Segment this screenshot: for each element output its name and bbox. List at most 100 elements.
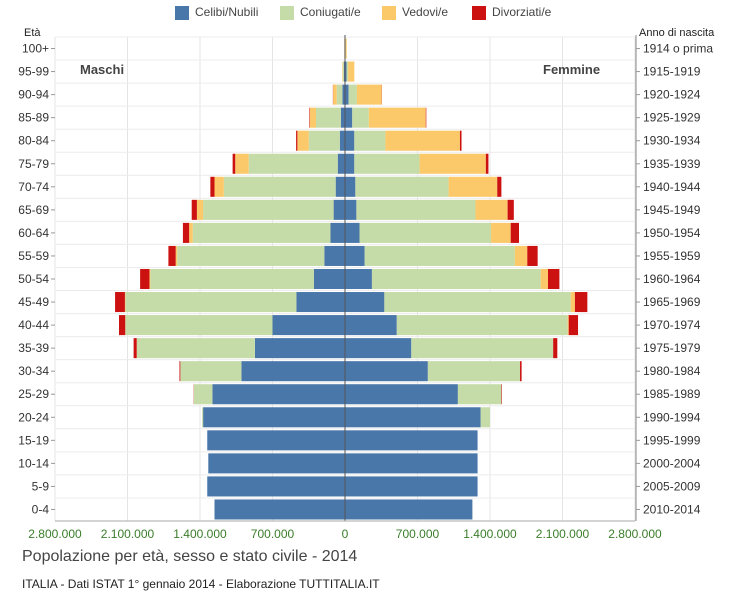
bar-male-divorziati xyxy=(179,361,181,382)
age-tick-label: 5-9 xyxy=(32,479,50,493)
bar-female-celibi xyxy=(345,268,372,290)
age-tick-label: 95-99 xyxy=(18,65,49,79)
birth-year-tick-label: 1980-1984 xyxy=(643,364,701,378)
bar-male-vedovi xyxy=(214,176,224,197)
bar-female-celibi xyxy=(345,199,357,220)
bar-male-coniugati xyxy=(192,222,331,243)
bar-male-vedovi xyxy=(149,268,151,290)
bar-female-vedovi xyxy=(345,38,347,59)
bar-male-celibi xyxy=(208,453,345,474)
bar-male-divorziati xyxy=(296,130,298,151)
legend-swatch-divorziati xyxy=(472,6,486,20)
bar-female-coniugati xyxy=(457,384,502,405)
birth-year-tick-label: 2010-2014 xyxy=(643,502,701,516)
age-tick-label: 45-49 xyxy=(18,295,49,309)
age-tick-label: 90-94 xyxy=(18,88,49,102)
bar-female-vedovi xyxy=(540,268,548,290)
age-tick-label: 75-79 xyxy=(18,157,49,171)
bar-female-celibi xyxy=(345,430,478,451)
bar-female-celibi xyxy=(345,476,478,497)
bar-male-celibi xyxy=(343,61,345,82)
bar-male-coniugati xyxy=(180,361,242,382)
bar-female-vedovi xyxy=(419,153,486,174)
birth-year-tick-label: 1920-1924 xyxy=(643,88,701,102)
legend-label-coniugati: Coniugati/e xyxy=(300,5,361,19)
bar-female-celibi xyxy=(345,107,353,128)
bar-female-divorziati xyxy=(574,292,588,313)
x-tick-label: 700.000 xyxy=(396,527,440,541)
age-axis-header: Età xyxy=(24,27,41,39)
bar-male-celibi xyxy=(333,199,345,220)
x-tick-label: 0 xyxy=(342,527,349,541)
male-side-label: Maschi xyxy=(80,62,125,77)
birth-year-tick-label: 1970-1974 xyxy=(643,318,701,332)
bar-male-celibi xyxy=(340,107,345,128)
bar-female-divorziati xyxy=(485,153,489,174)
age-tick-label: 25-29 xyxy=(18,387,49,401)
bar-male-celibi xyxy=(337,153,345,174)
bar-male-celibi xyxy=(313,268,345,290)
age-tick-label: 85-89 xyxy=(18,111,49,125)
bar-male-celibi xyxy=(207,476,345,497)
bar-male-vedovi xyxy=(342,61,343,82)
age-tick-label: 10-14 xyxy=(18,456,49,470)
birth-year-tick-label: 1925-1929 xyxy=(643,111,701,125)
birth-year-tick-label: 1945-1949 xyxy=(643,203,701,217)
bar-male-celibi xyxy=(212,384,345,405)
bar-female-vedovi xyxy=(475,199,508,220)
birth-year-tick-label: 1940-1944 xyxy=(643,180,701,194)
age-tick-label: 70-74 xyxy=(18,180,49,194)
bar-female-celibi xyxy=(345,361,428,382)
bar-male-divorziati xyxy=(191,199,197,220)
birth-year-tick-label: 2005-2009 xyxy=(643,479,701,493)
bar-female-vedovi xyxy=(570,292,575,313)
birth-year-tick-label: 1965-1969 xyxy=(643,295,701,309)
birth-year-tick-label: 1915-1919 xyxy=(643,65,701,79)
bar-male-vedovi xyxy=(333,84,337,105)
bar-male-coniugati xyxy=(342,61,344,82)
bar-female-divorziati xyxy=(568,315,579,336)
bar-female-divorziati xyxy=(425,107,427,128)
chart-title: Popolazione per età, sesso e stato civil… xyxy=(22,548,358,565)
bar-female-coniugati xyxy=(348,84,357,105)
legend: Celibi/Nubili Coniugati/e Vedovi/e Divor… xyxy=(0,4,734,22)
x-tick-label: 2.800.000 xyxy=(608,527,662,541)
bar-male-divorziati xyxy=(168,245,176,266)
birth-year-tick-label: 1935-1939 xyxy=(643,157,701,171)
legend-label-divorziati: Divorziati/e xyxy=(492,5,552,19)
x-tick-label: 1.400.000 xyxy=(173,527,227,541)
birth-year-axis-header: Anno di nascita xyxy=(639,27,715,39)
age-tick-label: 60-64 xyxy=(18,226,49,240)
bar-female-celibi xyxy=(345,384,458,405)
bar-male-celibi xyxy=(342,84,345,105)
legend-label-vedovi: Vedovi/e xyxy=(402,5,449,19)
bar-male-divorziati xyxy=(182,222,190,243)
bar-female-celibi xyxy=(345,407,481,428)
bar-female-coniugati xyxy=(346,61,349,82)
bar-female-divorziati xyxy=(553,338,558,359)
bar-male-coniugati xyxy=(125,315,273,336)
birth-year-tick-label: 1985-1989 xyxy=(643,387,701,401)
bar-female-coniugati xyxy=(427,361,521,382)
birth-year-tick-label: 1995-1999 xyxy=(643,433,701,447)
bar-female-vedovi xyxy=(567,315,569,336)
bar-male-coniugati xyxy=(125,292,297,313)
bar-male-vedovi xyxy=(124,292,126,313)
bar-male-divorziati xyxy=(232,153,236,174)
bar-female-celibi xyxy=(345,176,356,197)
bar-female-celibi xyxy=(345,153,355,174)
bar-male-divorziati xyxy=(115,292,125,313)
bar-male-coniugati xyxy=(202,407,204,428)
age-tick-label: 30-34 xyxy=(18,364,49,378)
x-tick-label: 2.100.000 xyxy=(101,527,155,541)
bar-male-coniugati xyxy=(316,107,341,128)
x-tick-label: 2.100.000 xyxy=(536,527,590,541)
age-tick-label: 65-69 xyxy=(18,203,49,217)
bar-male-coniugati xyxy=(248,153,338,174)
bar-female-celibi xyxy=(345,292,385,313)
birth-year-tick-label: 1930-1934 xyxy=(643,134,701,148)
bar-male-vedovi xyxy=(297,130,309,151)
bar-female-celibi xyxy=(345,315,397,336)
bar-female-coniugati xyxy=(371,268,541,290)
legend-swatch-coniugati xyxy=(280,6,294,20)
